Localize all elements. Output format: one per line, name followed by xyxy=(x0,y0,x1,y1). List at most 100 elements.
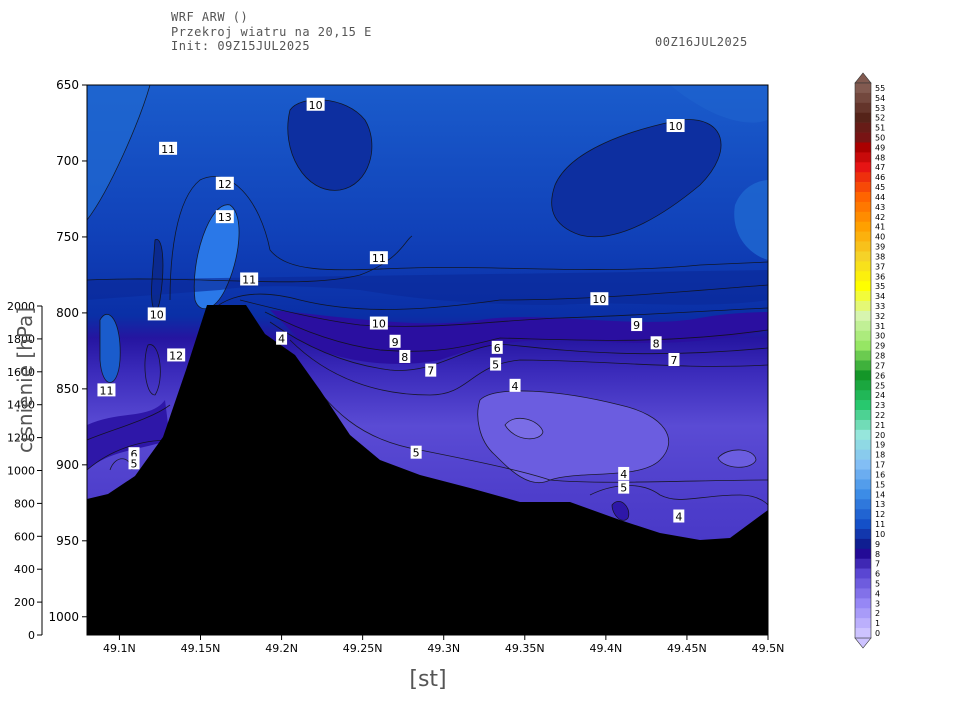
height-axis: 0 200 400 600 800 1000 1200 1400 1600 1800 2000 xyxy=(7,300,43,642)
colorbar-swatch xyxy=(855,489,871,500)
header-valid-time: 00Z16JUL2025 xyxy=(655,35,748,49)
contour-label: 4 xyxy=(675,510,682,523)
height-tick-label: 1600 xyxy=(7,366,35,379)
colorbar-label: 6 xyxy=(875,570,880,579)
contour-label: 6 xyxy=(494,342,501,355)
colorbar-swatch xyxy=(855,221,871,232)
colorbar-label: 29 xyxy=(875,342,885,351)
colorbar-label: 23 xyxy=(875,401,885,410)
pressure-tick-label: 850 xyxy=(56,382,79,396)
contour-label: 12 xyxy=(218,178,232,191)
colorbar-label: 38 xyxy=(875,252,885,261)
colorbar-swatch xyxy=(855,380,871,391)
colorbar-swatch xyxy=(855,558,871,569)
contour-label: 4 xyxy=(278,333,285,346)
contour-label-box xyxy=(369,251,388,265)
colorbar-swatch xyxy=(855,251,871,262)
colorbar-label: 15 xyxy=(875,480,885,489)
height-tick-label: 1000 xyxy=(7,465,35,478)
contour-label-box xyxy=(673,509,685,523)
contour-label-box xyxy=(389,334,401,348)
colorbar-label: 28 xyxy=(875,352,885,361)
colorbar-swatch xyxy=(855,390,871,401)
colorbar-label: 36 xyxy=(875,272,885,281)
contour-label: 11 xyxy=(161,143,175,156)
colorbar-label: 32 xyxy=(875,312,885,321)
colorbar-swatch xyxy=(855,330,871,341)
colorbar-label: 7 xyxy=(875,560,880,569)
header-section: Przekroj wiatru na 20,15 E xyxy=(171,25,372,39)
colorbar-swatch xyxy=(855,528,871,540)
height-tick-label: 400 xyxy=(14,563,35,576)
colorbar-swatch xyxy=(855,410,871,421)
contour-label-box xyxy=(509,378,521,392)
terrain-silhouette xyxy=(87,305,768,635)
colorbar-swatch xyxy=(855,142,871,153)
contour-label: 9 xyxy=(633,319,640,332)
height-tick-label: 1800 xyxy=(7,333,35,346)
colorbar-label: 31 xyxy=(875,322,885,331)
contour-label: 5 xyxy=(620,482,627,495)
contour-label: 11 xyxy=(372,252,386,265)
contour-label-box xyxy=(490,357,502,371)
pressure-tick-label: 1000 xyxy=(48,610,79,624)
contour-label-box xyxy=(666,119,685,133)
colorbar-label: 52 xyxy=(875,114,885,123)
colorbar-swatch xyxy=(855,350,871,361)
colorbar-max-arrow xyxy=(854,72,872,84)
colorbar-label: 46 xyxy=(875,173,885,182)
height-tick-label: 800 xyxy=(14,497,35,510)
height-tick-label: 1200 xyxy=(7,432,35,445)
colorbar-label: 30 xyxy=(875,332,885,341)
contour-label: 5 xyxy=(492,359,499,372)
colorbar: 5554535251504948474645444342414039383736… xyxy=(854,72,885,649)
contour-label-box xyxy=(618,480,630,494)
colorbar-swatch xyxy=(855,261,871,272)
x-tick-label: 49.3N xyxy=(427,642,460,655)
contour-label: 7 xyxy=(427,365,434,378)
colorbar-swatch xyxy=(855,83,871,94)
colorbar-label: 9 xyxy=(875,540,880,549)
colorbar-label: 34 xyxy=(875,292,885,301)
contour-label: 4 xyxy=(512,380,519,393)
colorbar-label: 11 xyxy=(875,520,885,529)
x-tick-label: 49.25N xyxy=(343,642,383,655)
colorbar-swatch xyxy=(855,231,871,242)
colorbar-swatch xyxy=(855,320,871,332)
colorbar-label: 35 xyxy=(875,282,885,291)
contour-label-box xyxy=(425,363,437,377)
colorbar-swatch xyxy=(855,419,871,431)
colorbar-label: 37 xyxy=(875,262,885,271)
contour-label-box xyxy=(590,292,609,306)
contour-label: 4 xyxy=(620,468,627,481)
colorbar-swatch xyxy=(855,548,871,560)
colorbar-swatch xyxy=(855,568,871,579)
contour-label-box xyxy=(215,176,234,190)
x-tick-label: 49.2N xyxy=(265,642,298,655)
height-axis-label: cisnienie [hPa] xyxy=(13,307,37,453)
colorbar-swatch xyxy=(855,301,871,312)
colorbar-swatch xyxy=(855,628,871,639)
colorbar-frame xyxy=(854,82,872,639)
colorbar-label: 51 xyxy=(875,124,885,133)
colorbar-swatch xyxy=(855,479,871,490)
colorbar-swatch xyxy=(855,310,871,322)
contour-label: 6 xyxy=(131,448,138,461)
colorbar-label: 21 xyxy=(875,421,885,430)
colorbar-label: 25 xyxy=(875,381,885,390)
contour-label: 10 xyxy=(309,99,323,112)
colorbar-label: 1 xyxy=(875,619,880,628)
colorbar-label: 27 xyxy=(875,361,885,370)
contour-label-box xyxy=(618,466,630,480)
colorbar-swatch xyxy=(855,429,871,441)
contour-label: 10 xyxy=(372,318,386,331)
contour-label-box xyxy=(128,447,140,461)
colorbar-label: 13 xyxy=(875,500,885,509)
colorbar-label: 43 xyxy=(875,203,885,212)
contour-label: 8 xyxy=(653,337,660,350)
colorbar-swatch xyxy=(855,241,871,252)
colorbar-swatch xyxy=(855,578,871,589)
colorbar-label: 24 xyxy=(875,391,885,400)
pressure-tick-label: 950 xyxy=(56,534,79,548)
